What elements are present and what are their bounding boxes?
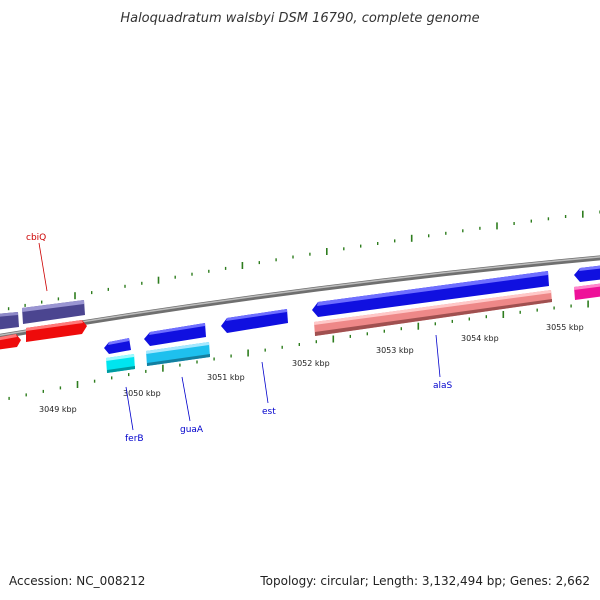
gene-dark-slate-1[interactable] xyxy=(0,312,19,330)
gene-est[interactable] xyxy=(221,309,288,333)
gene-label-ferB: ferB xyxy=(125,434,144,444)
topology-text: Topology: circular; Length: 3,132,494 bp… xyxy=(259,574,590,588)
gene-salmon[interactable] xyxy=(314,290,552,336)
kbp-label: 3053 kbp xyxy=(376,346,414,355)
gene-guaA[interactable] xyxy=(146,342,210,366)
gene-alaS[interactable] xyxy=(312,271,549,317)
gene-magenta[interactable] xyxy=(574,283,600,300)
gene-label-alaS: alaS xyxy=(433,381,453,391)
kbp-label: 3050 kbp xyxy=(123,389,161,398)
kbp-label: 3052 kbp xyxy=(292,359,330,368)
gene-red-2[interactable] xyxy=(26,320,87,342)
accession-text: Accession: NC_008212 xyxy=(9,574,145,588)
gene-label-guaA: guaA xyxy=(180,425,204,435)
gene-cbiQ[interactable] xyxy=(22,300,85,324)
kbp-label: 3055 kbp xyxy=(546,323,584,332)
gene-guaA-blue[interactable] xyxy=(144,323,206,346)
tick-track-top xyxy=(7,210,600,311)
gene-small-blue[interactable] xyxy=(104,338,131,354)
kbp-label: 3049 kbp xyxy=(39,405,77,414)
gene-right-blue[interactable] xyxy=(574,265,600,282)
map-title: Haloquadratum walsbyi DSM 16790, complet… xyxy=(120,11,479,26)
gene-label-cbiQ: cbiQ xyxy=(26,233,46,243)
kbp-scale: 3049 kbp 3050 kbp 3051 kbp 3052 kbp 3053… xyxy=(39,323,584,414)
gene-labels: cbiQ ferB guaA est alaS xyxy=(26,233,453,444)
gene-label-est: est xyxy=(262,407,276,417)
gene-ferB[interactable] xyxy=(106,354,135,373)
tick-track-bottom xyxy=(8,300,589,400)
kbp-label: 3051 kbp xyxy=(207,373,245,382)
gene-red-1[interactable] xyxy=(0,334,21,350)
forward-genes xyxy=(0,265,600,373)
kbp-label: 3054 kbp xyxy=(461,334,499,343)
